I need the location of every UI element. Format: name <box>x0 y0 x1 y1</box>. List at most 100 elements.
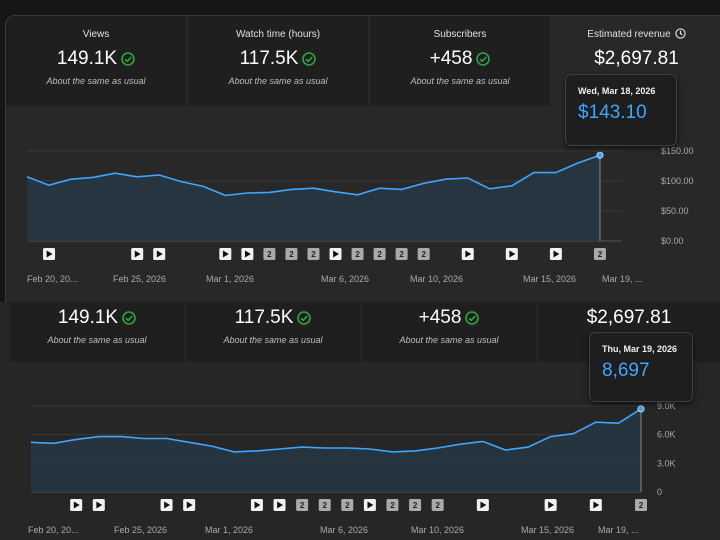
metric-subtext: About the same as usual <box>410 76 510 86</box>
multi-upload-badge-icon: 2 <box>322 501 327 510</box>
multi-marker <box>409 499 422 511</box>
multi-marker <box>395 248 408 260</box>
x-tick-label: Mar 6, 2026 <box>320 525 369 535</box>
multi-marker <box>318 499 331 511</box>
views-chart[interactable]: 9.0K 6.0K 3.0K 0 2 2 2 2 2 2 2 <box>0 302 720 540</box>
multi-upload-badge-icon: 2 <box>345 501 350 510</box>
metric-subtext: About the same as usual <box>47 335 147 345</box>
multi-marker <box>417 248 430 260</box>
metric-value: 149.1K <box>57 307 119 328</box>
play-icon <box>96 501 103 509</box>
metric-value: $2,697.81 <box>594 48 679 69</box>
multi-marker <box>341 499 354 511</box>
play-icon <box>186 501 193 509</box>
metric-value: 117.5K <box>234 307 294 328</box>
x-tick-label: Mar 1, 2026 <box>206 274 255 284</box>
metric-subtext: About the same as usual <box>223 335 323 345</box>
x-tick-label: Feb 20, 20... <box>28 525 79 535</box>
x-tick-label: Mar 19, ... <box>598 525 639 535</box>
y-tick-label: $150.00 <box>661 146 694 156</box>
multi-upload-badge-icon: 2 <box>311 250 316 259</box>
x-tick-label: Mar 19, ... <box>602 274 643 284</box>
play-icon <box>367 501 374 509</box>
highlight-point <box>637 405 645 413</box>
metric-label: Views <box>82 29 110 40</box>
check-circle-icon <box>465 311 480 325</box>
x-tick-label: Mar 6, 2026 <box>321 274 370 284</box>
multi-upload-badge-icon: 2 <box>289 250 294 259</box>
x-tick-label: Mar 15, 2026 <box>523 274 577 284</box>
x-tick-label: Feb 20, 20... <box>27 274 78 284</box>
multi-marker <box>431 499 444 511</box>
series-line <box>30 408 642 453</box>
multi-marker <box>296 499 309 511</box>
multi-upload-badge-icon: 2 <box>399 250 404 259</box>
multi-marker <box>351 248 364 260</box>
metric-views[interactable]: Views 149.1K About the same as usual <box>6 16 186 106</box>
tooltip-date: Thu, Mar 19, 2026 <box>602 344 678 354</box>
metric-value: 117.5K <box>239 48 299 69</box>
play-icon <box>333 250 340 258</box>
play-icon <box>254 501 261 509</box>
multi-marker <box>263 248 276 260</box>
metric-label: Subscribers <box>433 29 487 40</box>
clock-icon <box>675 28 686 39</box>
multi-upload-badge-icon: 2 <box>355 250 360 259</box>
metric-revenue[interactable]: Estimated revenue $2,697.81 <box>552 16 720 106</box>
play-icon <box>593 501 600 509</box>
play-icon <box>244 250 251 258</box>
multi-marker <box>635 499 647 511</box>
metric-subtext: About the same as usual <box>46 76 146 86</box>
metric-value: +458 <box>418 307 462 328</box>
y-tick-label: 9.0K <box>657 401 676 411</box>
metric-views[interactable]: 149.1K About the same as usual <box>10 302 184 362</box>
metric-label: Estimated revenue <box>587 29 671 40</box>
play-icon <box>156 250 163 258</box>
metric-subscribers[interactable]: Subscribers +458 About the same as usual <box>370 16 550 106</box>
x-tick-label: Mar 10, 2026 <box>411 525 465 535</box>
metric-watch-time[interactable]: Watch time (hours) 117.5K About the same… <box>188 16 368 106</box>
play-icon <box>553 250 560 258</box>
analytics-card-revenue: Views 149.1K About the same as usual Wat… <box>5 15 720 304</box>
chart-tooltip: Wed, Mar 18, 2026 $143.10 <box>565 74 677 146</box>
play-icon <box>509 250 516 258</box>
check-circle-icon <box>122 311 136 325</box>
multi-upload-badge-icon: 2 <box>639 501 644 510</box>
y-tick-label: $100.00 <box>661 176 694 186</box>
multi-marker <box>285 248 298 260</box>
analytics-card-views: 149.1K About the same as usual 117.5K Ab… <box>0 302 720 540</box>
x-tick-label: Mar 10, 2026 <box>410 274 464 284</box>
check-circle-icon <box>297 311 312 325</box>
metric-subtext: About the same as usual <box>399 335 499 345</box>
y-tick-label: $50.00 <box>661 206 689 216</box>
check-circle-icon <box>302 52 317 66</box>
multi-marker <box>593 248 606 260</box>
y-tick-label: 6.0K <box>657 430 676 440</box>
play-icon <box>277 501 284 509</box>
play-icon <box>134 250 141 258</box>
multi-marker <box>386 499 399 511</box>
multi-upload-badge-icon: 2 <box>390 501 395 510</box>
multi-marker <box>373 248 386 260</box>
metric-label: Watch time (hours) <box>235 29 321 40</box>
play-icon <box>222 250 229 258</box>
highlight-point <box>596 151 604 159</box>
multi-upload-badge-icon: 2 <box>598 250 603 259</box>
multi-upload-badge-icon: 2 <box>435 501 440 510</box>
play-icon <box>548 501 555 509</box>
play-icon <box>46 250 53 258</box>
revenue-chart[interactable]: $150.00 $100.00 $50.00 $0.00 2 2 2 2 2 2 2 2 <box>6 16 720 303</box>
metric-subscribers[interactable]: +458 About the same as usual <box>362 302 536 362</box>
x-tick-label: Mar 1, 2026 <box>205 525 254 535</box>
multi-upload-badge-icon: 2 <box>300 501 305 510</box>
metric-watch-time[interactable]: 117.5K About the same as usual <box>186 302 360 362</box>
metric-subtext: About the same as usual <box>228 76 328 86</box>
multi-marker <box>307 248 320 260</box>
metric-value: $2,697.81 <box>586 307 672 328</box>
x-tick-label: Mar 15, 2026 <box>521 525 575 535</box>
play-icon <box>164 501 171 509</box>
y-tick-label: 0 <box>657 487 662 497</box>
x-tick-label: Feb 25, 2026 <box>114 525 168 535</box>
y-tick-label: 3.0K <box>657 458 676 468</box>
metric-value: +458 <box>429 48 473 69</box>
